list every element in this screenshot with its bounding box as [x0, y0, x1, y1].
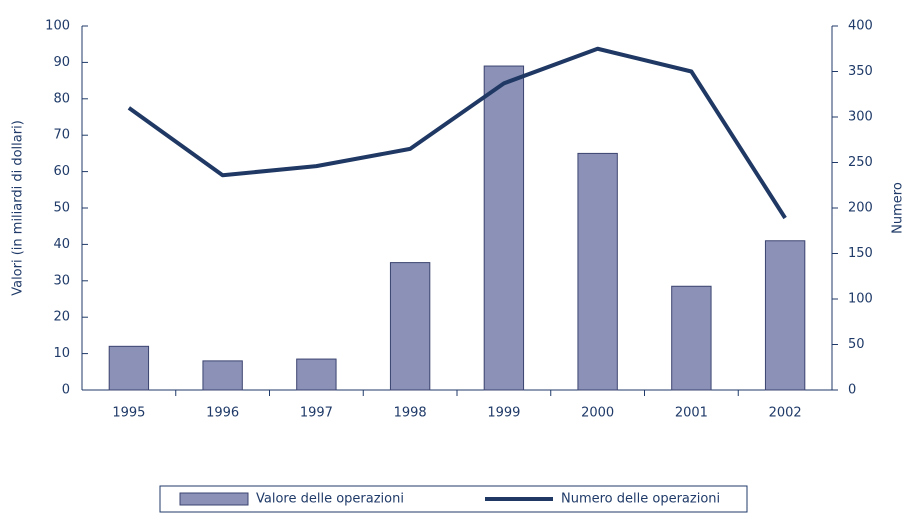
bar: [764, 240, 806, 391]
y2-tick-label: 100: [848, 292, 873, 307]
y-tick-label: 20: [53, 310, 70, 325]
bar: [483, 65, 525, 391]
y2-tick-label: 50: [848, 337, 865, 352]
x-tick-label: 1997: [300, 406, 333, 421]
bar: [202, 360, 243, 391]
y2-tick-label: 300: [848, 110, 873, 125]
bar: [389, 262, 431, 391]
y-tick-label: 0: [62, 383, 70, 398]
y2-axis-label: Numero: [891, 182, 906, 234]
bar: [671, 285, 712, 391]
x-tick-label: 2001: [675, 406, 708, 421]
y2-tick-label: 350: [848, 64, 873, 79]
y-tick-label: 40: [53, 237, 70, 252]
bar: [108, 345, 150, 391]
y2-tick-label: 200: [848, 201, 873, 216]
y-tick-label: 80: [53, 91, 70, 106]
y-tick-label: 50: [53, 201, 70, 216]
y2-tick-label: 250: [848, 155, 873, 170]
y-tick-label: 100: [45, 19, 70, 34]
y2-tick-label: 0: [848, 383, 856, 398]
legend-label: Valore delle operazioni: [256, 492, 404, 507]
x-tick-label: 1995: [112, 406, 145, 421]
x-tick-label: 2000: [581, 406, 614, 421]
legend-box: [159, 485, 748, 513]
bar: [577, 152, 618, 391]
legend-swatch: [179, 492, 249, 506]
y-tick-label: 70: [53, 128, 70, 143]
y-tick-label: 90: [53, 55, 70, 70]
y-tick-label: 30: [53, 273, 70, 288]
y2-tick-label: 150: [848, 246, 873, 261]
x-tick-label: 1998: [394, 406, 427, 421]
x-tick-label: 2002: [769, 406, 802, 421]
line: [127, 46, 787, 220]
y-tick-label: 10: [53, 346, 70, 361]
bar: [296, 358, 337, 391]
x-tick-label: 1999: [487, 406, 520, 421]
legend-label: Numero delle operazioni: [561, 492, 720, 507]
y2-tick-label: 400: [848, 19, 873, 34]
x-tick-label: 1996: [206, 406, 239, 421]
y-axis-label: Valori (in miliardi di dollari): [11, 120, 26, 296]
y-tick-label: 60: [53, 164, 70, 179]
